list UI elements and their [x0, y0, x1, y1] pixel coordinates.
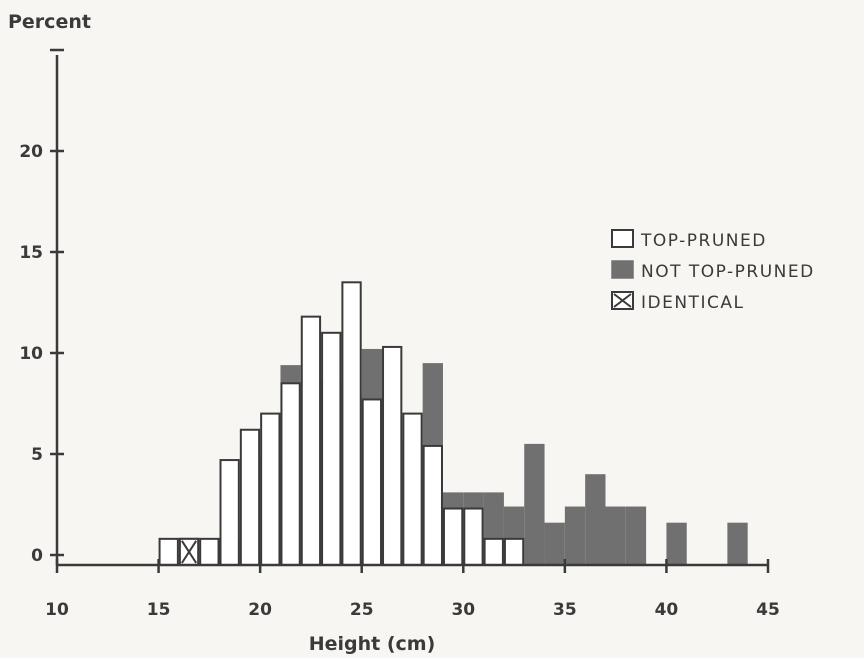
axes: [55, 55, 768, 567]
y-tick-label-10: 10: [19, 344, 43, 364]
legend-label-not-top-pruned: NOT TOP-PRUNED: [641, 262, 815, 282]
x-axis-title: Height (cm): [309, 633, 436, 655]
bar-top-pruned-32: [503, 537, 525, 567]
y-ticks: 0 5 10 15 20: [19, 48, 64, 566]
bar-top-pruned-18: [219, 459, 240, 566]
x-tick-label-35: 35: [553, 600, 577, 620]
legend-label-identical: IDENTICAL: [641, 293, 744, 313]
bar-not-top-pruned-40: [666, 522, 687, 565]
y-axis-title: Percent: [8, 11, 91, 33]
x-tick-label-10: 10: [45, 600, 69, 620]
x-tick-label-20: 20: [248, 600, 272, 620]
bar-top-pruned-30: [463, 507, 484, 567]
x-tick-label-40: 40: [655, 600, 679, 620]
bar-top-pruned-25: [361, 398, 383, 566]
bar-not-top-pruned-36: [585, 474, 606, 565]
x-ticks: 10 15 20 25 30 35 40 45: [45, 559, 780, 620]
legend: TOP-PRUNED NOT TOP-PRUNED IDENTICAL: [611, 229, 815, 313]
y-tick-label-5: 5: [31, 445, 43, 465]
x-tick-label-45: 45: [756, 600, 780, 620]
legend-label-top-pruned: TOP-PRUNED: [640, 231, 767, 251]
bar-not-top-pruned-33: [524, 443, 545, 565]
bar-top-pruned-26: [382, 345, 403, 566]
bar-top-pruned-19: [239, 428, 261, 567]
bar-top-pruned-28: [422, 444, 443, 567]
bar-not-top-pruned-43: [727, 522, 748, 565]
x-tick-label-25: 25: [350, 600, 374, 620]
bar-top-pruned-23: [321, 331, 342, 566]
bar-not-top-pruned-38: [625, 506, 647, 565]
bar-top-pruned-24: [341, 281, 362, 566]
x-tick-label-30: 30: [451, 600, 475, 620]
bar-top-pruned-27: [402, 412, 423, 566]
bar-top-pruned-20: [260, 412, 281, 566]
bar-not-top-pruned-34: [544, 522, 565, 565]
y-tick-label-20: 20: [19, 142, 43, 162]
legend-swatch-top-pruned: [611, 229, 634, 248]
bar-top-pruned-15: [158, 537, 179, 567]
y-tick-label-0: 0: [31, 546, 43, 566]
bar-top-pruned-29: [442, 507, 464, 567]
legend-swatch-cross-identical: [613, 293, 632, 308]
bar-top-pruned-22: [300, 315, 322, 567]
y-tick-label-15: 15: [19, 243, 43, 263]
x-tick-label-15: 15: [147, 600, 171, 620]
plot-bars: [158, 281, 748, 567]
bar-top-pruned-31: [483, 537, 504, 567]
bar-not-top-pruned-37: [605, 506, 626, 565]
bar-top-pruned-21: [280, 382, 301, 566]
bar-identical-cross-16: [181, 540, 198, 564]
bar-top-pruned-17: [199, 537, 220, 567]
legend-swatch-not-top-pruned: [611, 260, 634, 279]
bar-not-top-pruned-35: [564, 506, 586, 565]
